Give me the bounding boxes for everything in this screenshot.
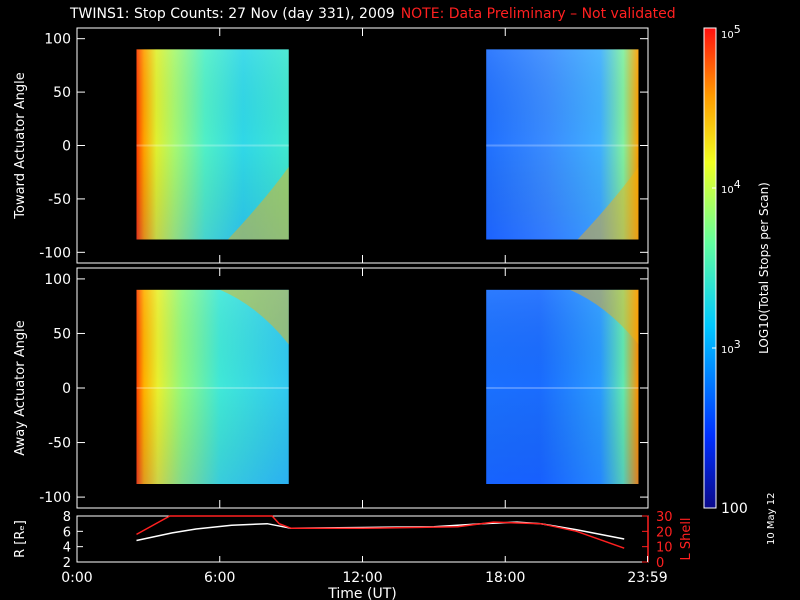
y-tick-label: 50 [53,85,71,101]
colorbar-tick-exponent: 3 [734,338,741,351]
colorbar-label: LOG10(Total Stops per Scan) [757,182,771,354]
note-text: NOTE: Data Preliminary – Not validated [400,6,676,22]
x-tick-label: 6:00 [204,570,235,586]
colorbar-tick-label: 100 [721,501,748,517]
heatmap-patch [220,289,289,345]
y-tick-label: 50 [53,326,71,342]
y-axis-label-right: L Shell [679,517,694,560]
y-axis-label: Toward Actuator Angle [13,72,28,219]
page-title: TWINS1: Stop Counts: 27 Nov (day 331), 2… [70,6,676,22]
heatmap-patch [569,289,639,345]
y-tick-label: 100 [44,32,71,48]
y-tick-label: 0 [62,139,71,155]
lshell-line [136,515,625,549]
y-tick-label-right: 30 [656,510,673,525]
colorbar-tick-label: 103 [721,338,741,356]
radius-line [136,521,625,542]
y-tick-label: 100 [44,272,71,288]
date-stamp: 10 May 12 [766,492,777,545]
heatmap-patch [227,166,289,240]
x-tick-label: 18:00 [485,570,525,586]
colorbar [703,27,717,509]
y-tick-label: 8 [63,510,71,525]
y-tick-label: -100 [39,245,71,261]
x-tick-label: 0:00 [61,570,92,586]
y-axis-label: R [Rₑ] [13,520,28,558]
y-tick-label: 0 [62,381,71,397]
heatmap-shade [486,289,639,484]
y-tick-label: -50 [48,436,71,452]
ephem-frame [76,515,649,563]
y-tick-label-right: 10 [656,541,673,556]
y-tick-label: -50 [48,192,71,208]
colorbar-tick-label: 105 [721,23,741,41]
y-tick-label: 4 [63,541,71,556]
y-axis-label: Away Actuator Angle [13,320,28,455]
colorbar-tick-exponent: 5 [734,23,741,36]
x-tick-label: 12:00 [342,570,382,586]
colorbar-tick-label: 104 [721,178,741,196]
title-text: TWINS1: Stop Counts: 27 Nov (day 331), 2… [70,6,395,22]
x-tick-label: 23:59 [627,570,667,586]
y-tick-label-right: 0 [656,556,664,571]
y-tick-label: 6 [63,525,71,540]
heatmap-shade [136,49,289,240]
y-tick-label: -100 [39,490,71,506]
colorbar-tick-exponent: 4 [734,178,741,191]
y-tick-label-right: 20 [656,525,673,540]
heatmap-patch [577,166,639,240]
heatmap-shade [136,289,289,484]
y-tick-label: 2 [63,556,71,571]
x-axis-label: Time (UT) [327,586,396,600]
heatmap-shade [486,49,639,240]
